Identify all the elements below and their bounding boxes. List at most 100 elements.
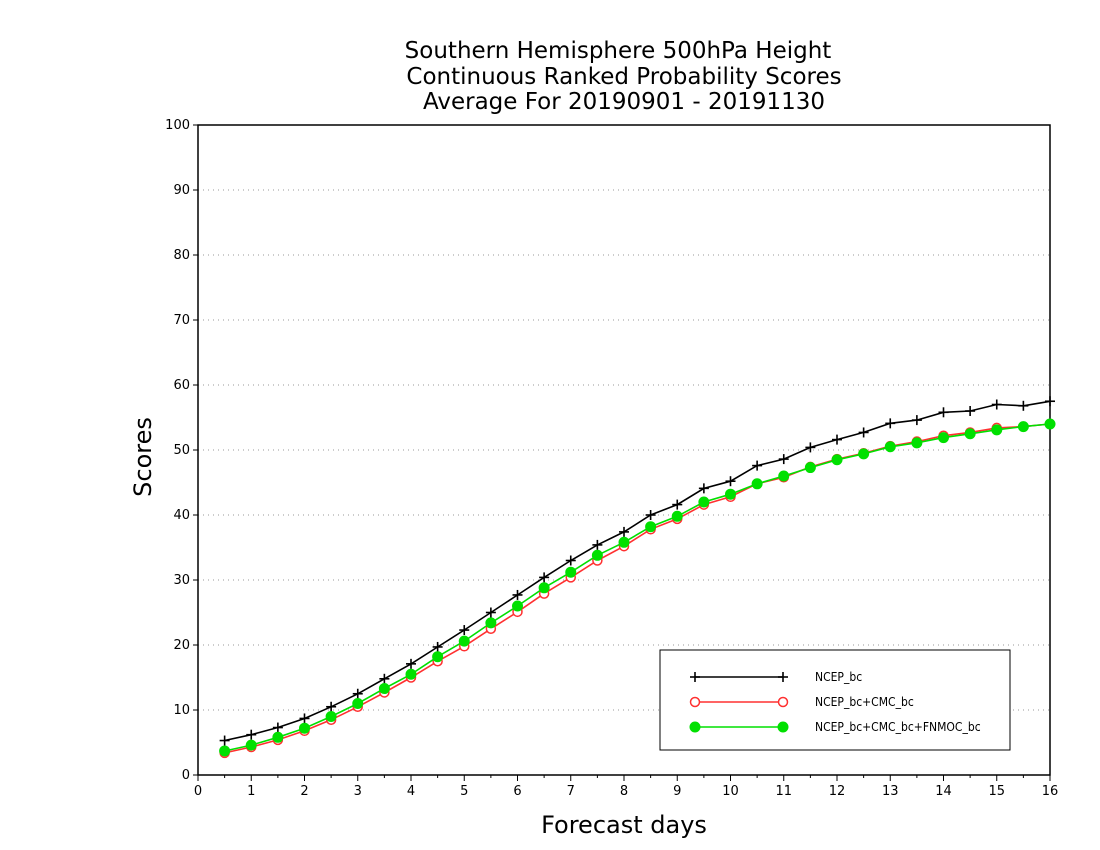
legend: NCEP_bc NCEP_bc+CMC_bc NCEP_bc+CMC_bc+FNMO… [659, 649, 1011, 751]
data-point [539, 572, 550, 583]
data-point [432, 651, 444, 663]
data-point [938, 432, 949, 444]
legend-label: NCEP_bc [815, 670, 862, 684]
data-point [459, 625, 470, 636]
data-point [858, 448, 870, 460]
series-2 [219, 418, 1056, 757]
data-point [591, 549, 603, 561]
data-point [645, 510, 656, 520]
data-point [1017, 421, 1029, 433]
data-point [645, 521, 657, 533]
data-point [406, 658, 416, 669]
legend-entry-0: NCEP_bc [690, 670, 862, 684]
data-point [618, 536, 630, 548]
data-point [698, 483, 709, 494]
data-point [538, 582, 550, 594]
x-tick-label: 11 [775, 784, 792, 799]
legend-marker-end [777, 696, 789, 708]
legend-entry-1: NCEP_bc+CMC_bc [689, 695, 914, 709]
legend-entries: NCEP_bc NCEP_bc+CMC_bc NCEP_bc+CMC_bc+FNMO… [689, 670, 981, 734]
data-point [965, 406, 976, 416]
data-point [299, 722, 310, 734]
data-point [885, 418, 896, 429]
data-point [352, 698, 364, 709]
data-point [219, 735, 230, 746]
x-tick-label: 4 [407, 784, 415, 799]
data-point [272, 731, 284, 743]
data-point [512, 589, 523, 600]
x-tick-label: 10 [722, 784, 739, 799]
x-tick-label: 12 [829, 784, 846, 799]
data-point [698, 496, 710, 508]
data-point [832, 434, 842, 445]
data-point [991, 424, 1003, 436]
data-point [964, 428, 976, 440]
data-point [884, 441, 896, 453]
data-point [432, 641, 443, 652]
data-point [858, 427, 869, 438]
data-point [379, 673, 390, 684]
y-tick-label: 0 [182, 768, 190, 783]
data-point [565, 566, 577, 578]
y-tick-label: 40 [173, 508, 190, 523]
data-point [485, 617, 497, 629]
y-tick-label: 80 [173, 248, 190, 263]
y-tick-label: 60 [173, 378, 190, 393]
chart-title-line-1: Southern Hemisphere 500hPa Height [405, 38, 832, 64]
x-tick-label: 2 [300, 784, 308, 799]
legend-entry-2: NCEP_bc+CMC_bc+FNMOC_bc [689, 720, 981, 734]
x-tick-label: 7 [567, 784, 575, 799]
data-point [272, 722, 283, 733]
data-point [831, 454, 843, 466]
legend-label: NCEP_bc+CMC_bc [815, 695, 914, 709]
data-point [299, 713, 310, 724]
series [219, 396, 1056, 759]
data-point [804, 462, 816, 474]
data-point [1018, 400, 1029, 411]
legend-box [659, 649, 1011, 751]
data-point [485, 607, 496, 618]
y-tick-label: 90 [173, 183, 190, 198]
data-point [752, 460, 763, 471]
series-0 [219, 396, 1055, 746]
data-point [672, 499, 683, 510]
data-point [938, 407, 949, 418]
x-tick-label: 6 [513, 784, 521, 799]
x-tick-label: 5 [460, 784, 468, 799]
data-point [911, 415, 922, 426]
x-tick-label: 16 [1042, 784, 1059, 799]
data-point [378, 683, 390, 695]
data-point [326, 701, 337, 712]
data-point [725, 488, 736, 500]
x-tick-label: 3 [354, 784, 362, 799]
y-tick-label: 20 [173, 638, 190, 653]
legend-marker-end [777, 721, 789, 733]
legend-marker-start [689, 721, 701, 733]
x-axis-title: Forecast days [541, 811, 707, 839]
x-tick-label: 15 [988, 784, 1005, 799]
data-point [911, 437, 923, 449]
y-axis-title: Scores [129, 417, 157, 497]
data-point [805, 442, 816, 453]
data-point [725, 476, 736, 487]
x-tick-label: 1 [247, 784, 255, 799]
data-point [991, 399, 1002, 410]
data-point [512, 600, 523, 612]
x-tick-label: 13 [882, 784, 899, 799]
chart-title-line-2: Continuous Ranked Probability Scores [406, 64, 841, 90]
data-point [1045, 396, 1055, 407]
x-tick-label: 8 [620, 784, 628, 799]
data-point [246, 729, 257, 740]
legend-label: NCEP_bc+CMC_bc+FNMOC_bc [815, 720, 981, 734]
data-point [592, 539, 603, 550]
legend-marker-start [690, 672, 700, 682]
data-point [405, 668, 417, 680]
data-point [751, 478, 763, 490]
data-point [778, 454, 789, 465]
data-point [325, 711, 337, 722]
x-tick-label: 0 [194, 784, 202, 799]
data-point [565, 555, 576, 566]
data-point [619, 526, 629, 537]
chart-title-line-3: Average For 20190901 - 20191130 [423, 89, 825, 115]
